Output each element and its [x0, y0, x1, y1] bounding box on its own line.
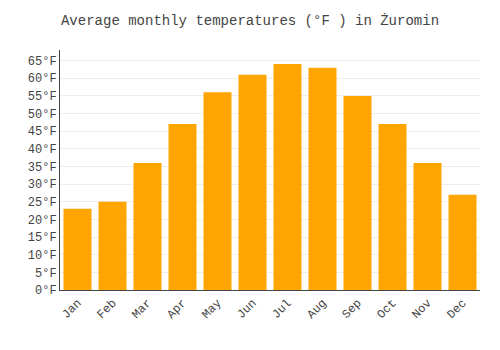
- svg-text:Jun: Jun: [234, 297, 259, 322]
- svg-text:Sep: Sep: [339, 297, 364, 322]
- svg-text:40°F: 40°F: [28, 143, 57, 157]
- svg-text:Nov: Nov: [409, 297, 434, 322]
- svg-text:Average monthly temperatures (: Average monthly temperatures (°F ) in Żu…: [61, 12, 439, 29]
- svg-text:Feb: Feb: [94, 297, 119, 322]
- svg-text:0°F: 0°F: [35, 284, 57, 298]
- svg-text:Aug: Aug: [304, 297, 329, 322]
- svg-text:Jan: Jan: [59, 297, 84, 322]
- svg-text:10°F: 10°F: [28, 249, 57, 263]
- svg-text:60°F: 60°F: [28, 72, 57, 86]
- svg-text:Mar: Mar: [129, 297, 154, 322]
- svg-text:65°F: 65°F: [28, 55, 57, 69]
- svg-text:20°F: 20°F: [28, 214, 57, 228]
- svg-text:Apr: Apr: [164, 297, 189, 322]
- svg-text:15°F: 15°F: [28, 231, 57, 245]
- svg-text:50°F: 50°F: [28, 108, 57, 122]
- svg-text:Dec: Dec: [444, 297, 469, 322]
- svg-text:35°F: 35°F: [28, 161, 57, 175]
- svg-text:Jul: Jul: [269, 297, 294, 322]
- svg-text:30°F: 30°F: [28, 178, 57, 192]
- svg-text:5°F: 5°F: [35, 267, 57, 281]
- svg-text:Oct: Oct: [374, 297, 399, 322]
- svg-text:25°F: 25°F: [28, 196, 57, 210]
- svg-text:45°F: 45°F: [28, 125, 57, 139]
- svg-text:55°F: 55°F: [28, 90, 57, 104]
- svg-text:May: May: [199, 297, 224, 322]
